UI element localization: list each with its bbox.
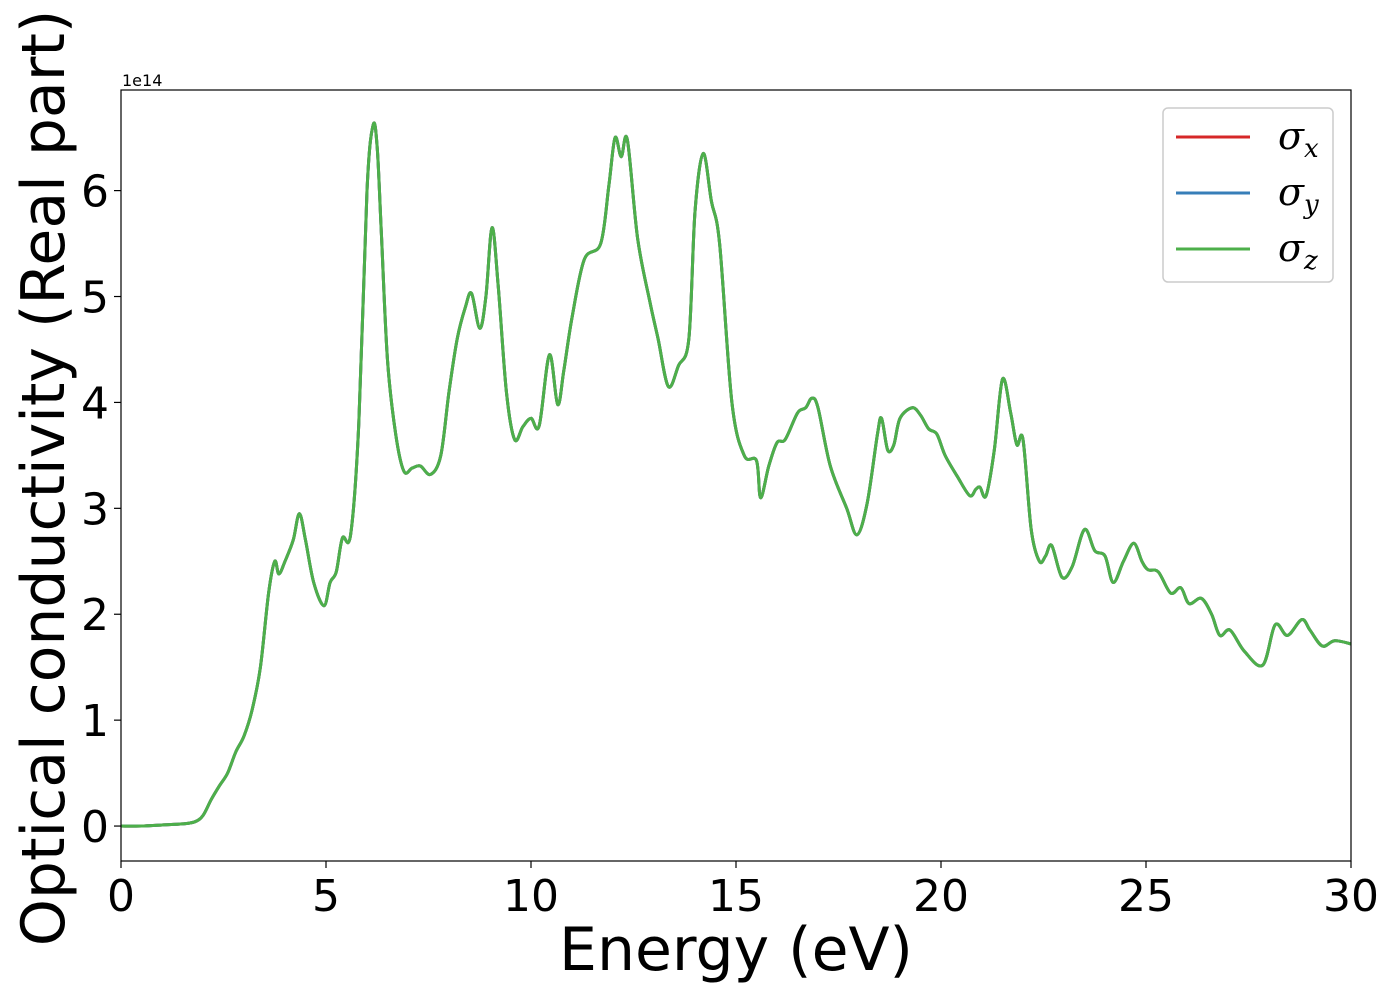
x-axis-title: Energy (eV) bbox=[559, 915, 913, 985]
x-tick-label: 0 bbox=[107, 871, 135, 922]
x-tick-label: 25 bbox=[1118, 871, 1174, 922]
y-tick-label: 3 bbox=[81, 484, 109, 535]
legend-label-x: σx bbox=[1278, 114, 1319, 164]
y-axis-title: Optical conductivity (Real part) bbox=[9, 10, 79, 947]
y-offset-label: 1e14 bbox=[122, 71, 162, 90]
x-tick-label: 30 bbox=[1323, 871, 1379, 922]
y-tick-label: 4 bbox=[81, 378, 109, 429]
y-tick-label: 0 bbox=[81, 802, 109, 853]
y-axis: 0 1 2 3 4 5 6 bbox=[81, 167, 121, 853]
legend-label-z: σz bbox=[1278, 226, 1318, 276]
legend-frame bbox=[1162, 107, 1334, 283]
x-tick-label: 20 bbox=[913, 871, 969, 922]
x-tick-label: 15 bbox=[708, 871, 764, 922]
y-tick-label: 6 bbox=[81, 167, 109, 218]
legend-label-y: σy bbox=[1278, 170, 1319, 220]
legend: σx σy σz bbox=[1162, 107, 1334, 283]
series-layer bbox=[121, 121, 1351, 828]
x-tick-label: 5 bbox=[312, 871, 340, 922]
y-tick-label: 5 bbox=[81, 273, 109, 324]
y-tick-label: 2 bbox=[81, 590, 109, 641]
x-tick-label: 10 bbox=[503, 871, 559, 922]
series-line-z-z bbox=[121, 121, 1351, 828]
y-tick-label: 1 bbox=[81, 696, 109, 747]
x-axis: 0 5 10 15 20 25 30 bbox=[107, 861, 1379, 922]
